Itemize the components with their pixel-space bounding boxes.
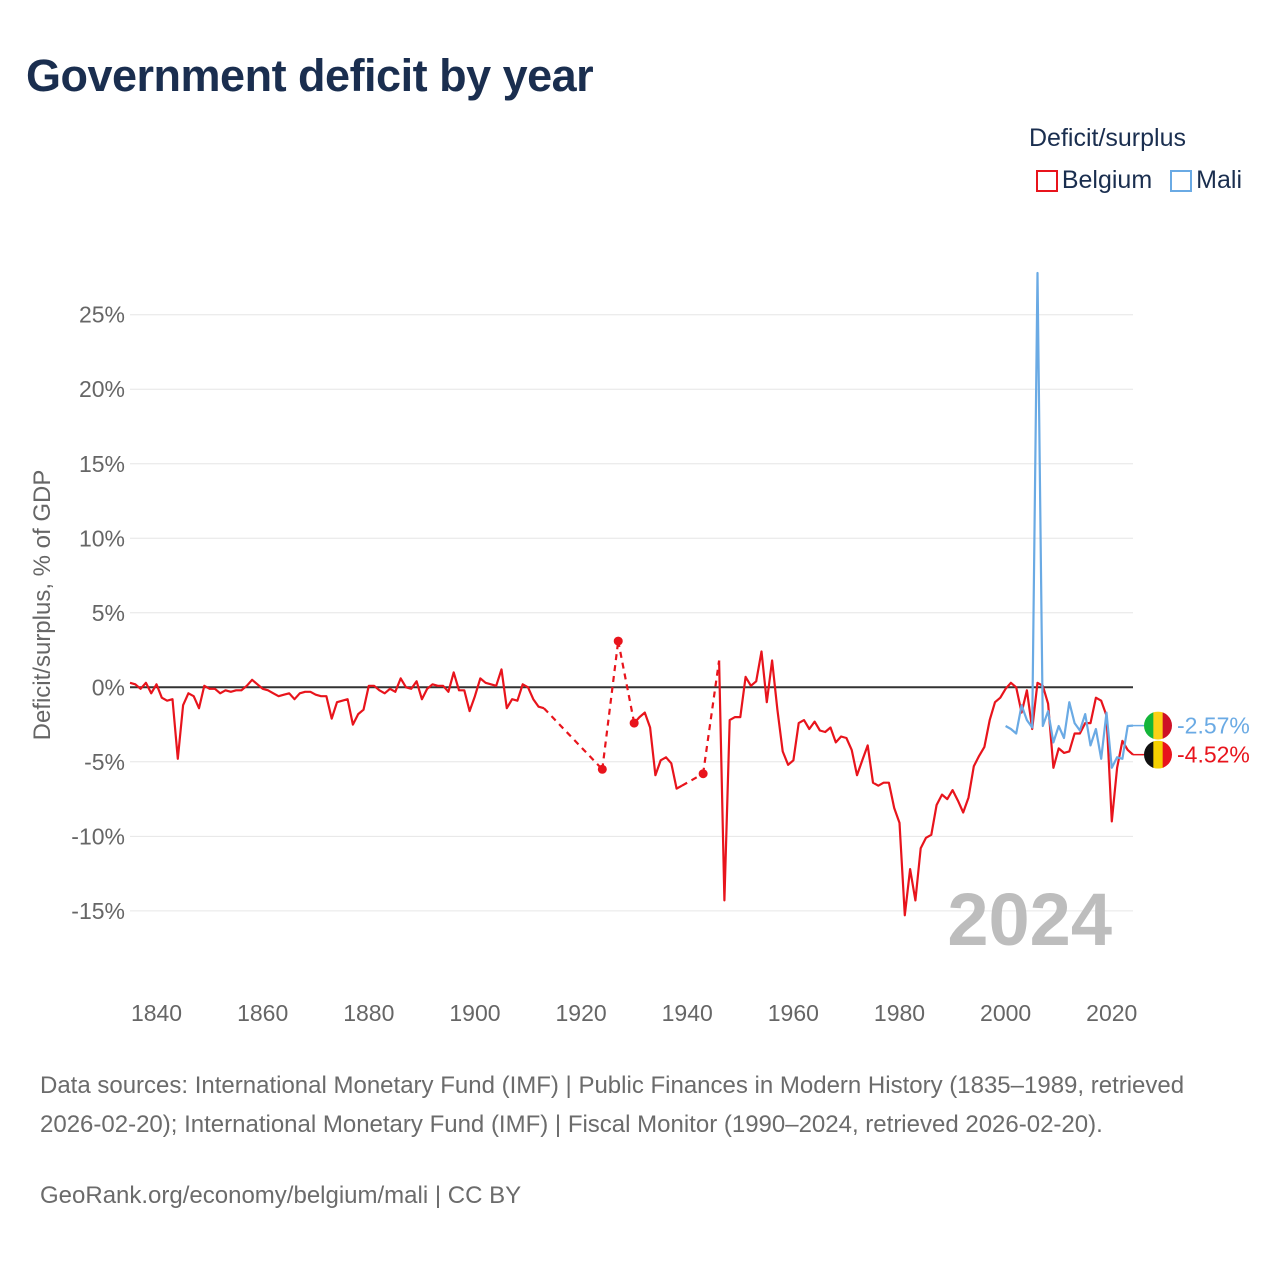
deficit-line-chart: 25% 20% 15% 10% 5% 0% -5% -10% -15% 1840 1860 1880… bbox=[29, 271, 1250, 1026]
legend-label-mali: Mali bbox=[1196, 166, 1242, 194]
y-tick-label: -5% bbox=[84, 749, 125, 775]
x-axis-ticks: 1840 1860 1880 1900 1920 1940 1960 1980 2000 2020 bbox=[131, 1000, 1137, 1026]
flag-stripe bbox=[1144, 740, 1154, 769]
belgium-flag-icon bbox=[1144, 740, 1172, 769]
credit-link[interactable]: GeoRank.org/economy/belgium/mali | CC BY bbox=[40, 1182, 522, 1209]
data-point-belgium bbox=[629, 718, 639, 728]
y-tick-label: 10% bbox=[79, 525, 125, 551]
y-tick-label: 15% bbox=[79, 451, 125, 477]
page-title: Government deficit by year bbox=[26, 50, 594, 101]
x-tick-label: 1980 bbox=[874, 1000, 925, 1026]
y-axis-label: Deficit/surplus, % of GDP bbox=[29, 470, 56, 741]
x-tick-label: 1960 bbox=[768, 1000, 819, 1026]
legend: Belgium Mali bbox=[1035, 166, 1242, 195]
legend-item-belgium[interactable]: Belgium bbox=[1035, 166, 1153, 195]
x-tick-label: 1840 bbox=[131, 1000, 182, 1026]
flag-stripe bbox=[1144, 711, 1154, 740]
data-point-belgium bbox=[698, 769, 708, 779]
x-tick-label: 2020 bbox=[1086, 1000, 1137, 1026]
data-point-belgium bbox=[597, 764, 607, 774]
series-line-belgium bbox=[129, 650, 1134, 917]
y-tick-label: 0% bbox=[92, 674, 125, 700]
end-labels: -4.52% -2.57% bbox=[1133, 711, 1250, 769]
legend-label-belgium: Belgium bbox=[1061, 166, 1153, 194]
series-lines bbox=[129, 271, 1134, 917]
legend-swatch-belgium bbox=[1035, 169, 1058, 192]
y-tick-label: 25% bbox=[79, 302, 125, 328]
end-label-belgium: -4.52% bbox=[1177, 742, 1250, 768]
y-tick-label: -15% bbox=[71, 898, 125, 924]
flag-stripe bbox=[1153, 740, 1164, 769]
data-sources: Data sources: International Monetary Fun… bbox=[40, 1072, 1185, 1138]
y-tick-label: 5% bbox=[92, 600, 125, 626]
series-dashed-belgium bbox=[543, 640, 721, 787]
x-tick-label: 1860 bbox=[237, 1000, 288, 1026]
flag-stripe bbox=[1162, 740, 1172, 769]
flag-stripe bbox=[1162, 711, 1172, 740]
legend-title: Deficit/surplus bbox=[1029, 124, 1186, 152]
y-tick-label: -10% bbox=[71, 823, 125, 849]
legend-item-mali[interactable]: Mali bbox=[1170, 166, 1242, 195]
x-tick-label: 1920 bbox=[555, 1000, 606, 1026]
x-tick-label: 1880 bbox=[343, 1000, 394, 1026]
legend-swatch-mali bbox=[1170, 169, 1193, 192]
y-axis-ticks: 25% 20% 15% 10% 5% 0% -5% -10% -15% bbox=[71, 302, 125, 924]
mali-flag-icon bbox=[1144, 711, 1172, 740]
end-label-mali: -2.57% bbox=[1177, 713, 1250, 739]
flag-stripe bbox=[1153, 711, 1164, 740]
x-tick-label: 1900 bbox=[449, 1000, 500, 1026]
x-tick-label: 1940 bbox=[662, 1000, 713, 1026]
grid-lines bbox=[130, 314, 1133, 912]
y-tick-label: 20% bbox=[79, 376, 125, 402]
data-point-belgium bbox=[613, 636, 623, 646]
x-tick-label: 2000 bbox=[980, 1000, 1031, 1026]
year-label: 2024 bbox=[947, 878, 1112, 961]
series-line-mali bbox=[1005, 271, 1134, 769]
